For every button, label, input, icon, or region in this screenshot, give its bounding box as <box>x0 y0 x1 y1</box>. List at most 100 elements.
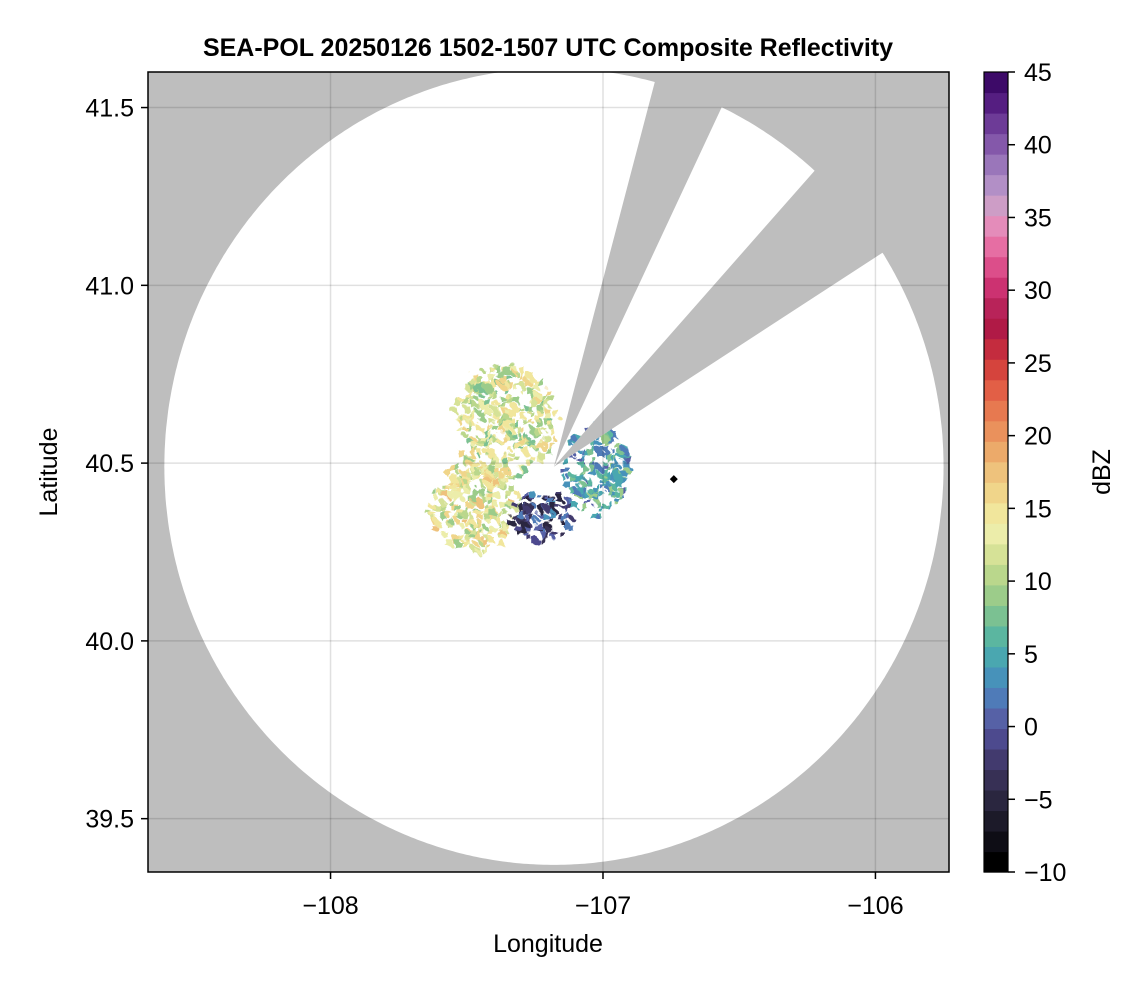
echo-cell <box>467 518 475 526</box>
echo-cell <box>459 475 463 479</box>
echo-cell <box>513 491 519 497</box>
echo-cell <box>476 441 483 448</box>
echo-cell <box>481 483 486 489</box>
colorbar-swatch <box>984 625 1008 647</box>
colorbar-swatch <box>984 400 1008 422</box>
echo-cell <box>625 489 629 493</box>
echo-cell <box>513 422 519 427</box>
echo-cell <box>506 397 514 404</box>
echo-cell <box>507 505 512 510</box>
colorbar-swatch <box>984 92 1008 114</box>
colorbar-tick-label: 5 <box>1024 641 1038 669</box>
echo-cell <box>576 448 581 453</box>
echo-cell <box>520 407 524 412</box>
echo-cell <box>525 460 531 465</box>
colorbar-label: dBZ <box>1088 449 1116 495</box>
echo-cell <box>587 500 593 505</box>
echo-cell <box>478 488 485 495</box>
colorbar-swatch <box>984 420 1008 442</box>
echo-cell <box>486 518 491 523</box>
echo-cell <box>493 425 499 432</box>
echo-cell <box>489 525 496 533</box>
echo-cell <box>516 432 520 436</box>
echo-cell <box>527 373 535 381</box>
echo-cell <box>454 489 459 493</box>
echo-cell <box>485 464 489 468</box>
echo-cell <box>595 513 600 519</box>
echo-cell <box>587 494 593 499</box>
echo-cell <box>457 493 465 501</box>
echo-cell <box>587 448 594 456</box>
echo-cell <box>462 398 469 405</box>
echo-cell <box>468 543 473 548</box>
echo-cell <box>507 426 514 433</box>
echo-cell <box>474 497 482 505</box>
echo-cell <box>570 478 576 483</box>
echo-cell <box>467 421 472 427</box>
echo-cell <box>544 524 552 532</box>
echo-cell <box>456 426 462 432</box>
echo-cell <box>499 434 504 440</box>
echo-cell <box>487 529 493 535</box>
echo-cell <box>439 499 445 506</box>
echo-cell <box>610 431 617 438</box>
echo-cell <box>612 489 619 496</box>
echo-cell <box>491 411 498 418</box>
markers <box>669 475 678 484</box>
colorbar-swatch <box>984 318 1008 340</box>
colorbar-tick-label: 0 <box>1024 714 1038 742</box>
echo-cell <box>590 511 597 519</box>
echo-cell <box>498 405 502 409</box>
echo-cell <box>567 524 573 530</box>
echo-cell <box>548 428 555 434</box>
echo-cell <box>467 461 473 467</box>
echo-cell <box>602 474 606 478</box>
echo-cell <box>506 375 512 381</box>
echo-cell <box>468 474 472 478</box>
colorbar-swatch <box>984 256 1008 278</box>
echo-cell <box>582 466 588 472</box>
echo-cell <box>621 446 627 452</box>
echo-cell <box>551 435 555 440</box>
echo-cell <box>560 468 565 473</box>
echo-cell <box>503 388 507 393</box>
echo-cell <box>462 509 468 516</box>
echo-cell <box>441 485 446 489</box>
echo-cell <box>464 480 468 484</box>
colorbar-swatch <box>984 277 1008 299</box>
colorbar-swatch <box>984 236 1008 258</box>
echo-cell <box>592 447 597 453</box>
echo-cell <box>517 516 525 524</box>
echo-cell <box>515 443 522 450</box>
colorbar-swatch <box>984 338 1008 360</box>
colorbar-tick-label: −10 <box>1024 859 1066 887</box>
colorbar-swatch <box>984 133 1008 155</box>
echo-cell <box>519 412 526 419</box>
echo-cell <box>579 491 584 496</box>
echo-cell <box>570 454 576 460</box>
echo-cell <box>454 540 462 548</box>
echo-cell <box>545 412 551 419</box>
echo-cell <box>620 477 627 484</box>
echo-cell <box>487 544 491 549</box>
colorbar-swatch <box>984 297 1008 319</box>
echo-cell <box>544 388 550 394</box>
echo-cell <box>556 494 563 501</box>
echo-cell <box>499 483 506 490</box>
reflectivity-echoes <box>427 361 632 554</box>
echo-cell <box>464 529 469 535</box>
echo-cell <box>508 501 514 508</box>
echo-cell <box>501 534 506 540</box>
echo-cell <box>483 423 489 429</box>
echo-cell <box>623 450 628 455</box>
echo-cell <box>544 401 552 408</box>
y-tick-label: 39.5 <box>85 806 134 834</box>
colorbar-tick-label: 45 <box>1024 59 1052 87</box>
echo-cell <box>464 507 469 511</box>
echo-cell <box>529 515 535 520</box>
echo-cell <box>473 374 479 380</box>
echo-cell <box>490 368 495 372</box>
echo-cell <box>556 505 561 510</box>
colorbar-swatch <box>984 113 1008 135</box>
echo-cell <box>605 473 612 481</box>
